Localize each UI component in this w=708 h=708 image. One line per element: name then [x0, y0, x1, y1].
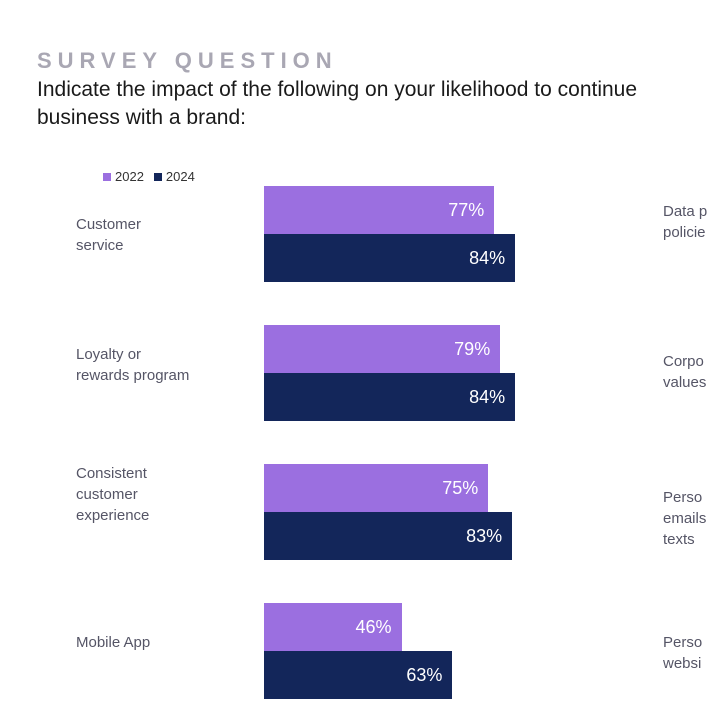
survey-eyebrow: SURVEY QUESTION — [37, 48, 338, 73]
category-label: Loyalty or rewards program — [76, 346, 190, 384]
legend-swatch-2024 — [153, 172, 162, 181]
bar-2024: 84% — [264, 234, 516, 282]
data-label: 46% — [355, 617, 392, 637]
category-label: Mobile App — [76, 634, 151, 651]
category-label: Consistent customer experience — [76, 465, 150, 524]
legend-swatch-2022 — [103, 172, 111, 181]
bar-2022: 77% — [264, 186, 495, 234]
bar-2022: 79% — [264, 325, 501, 373]
bar-2022: 75% — [264, 464, 489, 512]
legend-label-2024: 2024 — [165, 169, 195, 184]
survey-question: Indicate the impact of the following on … — [37, 78, 638, 129]
legend-item-2024: 2024 — [153, 169, 195, 184]
data-label: 83% — [466, 526, 503, 546]
bar-2022: 46% — [264, 603, 402, 651]
bar-2024: 83% — [264, 512, 513, 560]
legend-label-2022: 2022 — [115, 169, 144, 184]
data-label: 63% — [406, 665, 443, 685]
category-label: Customer service — [76, 216, 142, 254]
legend: 2022 2024 — [103, 169, 195, 184]
right-category-label: Corpo values — [663, 353, 707, 391]
data-label: 84% — [469, 248, 506, 268]
bar-2024: 63% — [264, 651, 453, 699]
right-category-label: Perso websi — [663, 634, 703, 672]
data-label: 79% — [454, 339, 491, 359]
data-label: 84% — [469, 387, 506, 407]
data-label: 75% — [442, 478, 479, 498]
legend-item-2022: 2022 — [103, 169, 144, 184]
data-label: 77% — [448, 200, 485, 220]
right-category-label: Data p policie — [663, 203, 708, 241]
right-category-label: Perso emails texts — [663, 489, 707, 548]
bar-2024: 84% — [264, 373, 516, 421]
